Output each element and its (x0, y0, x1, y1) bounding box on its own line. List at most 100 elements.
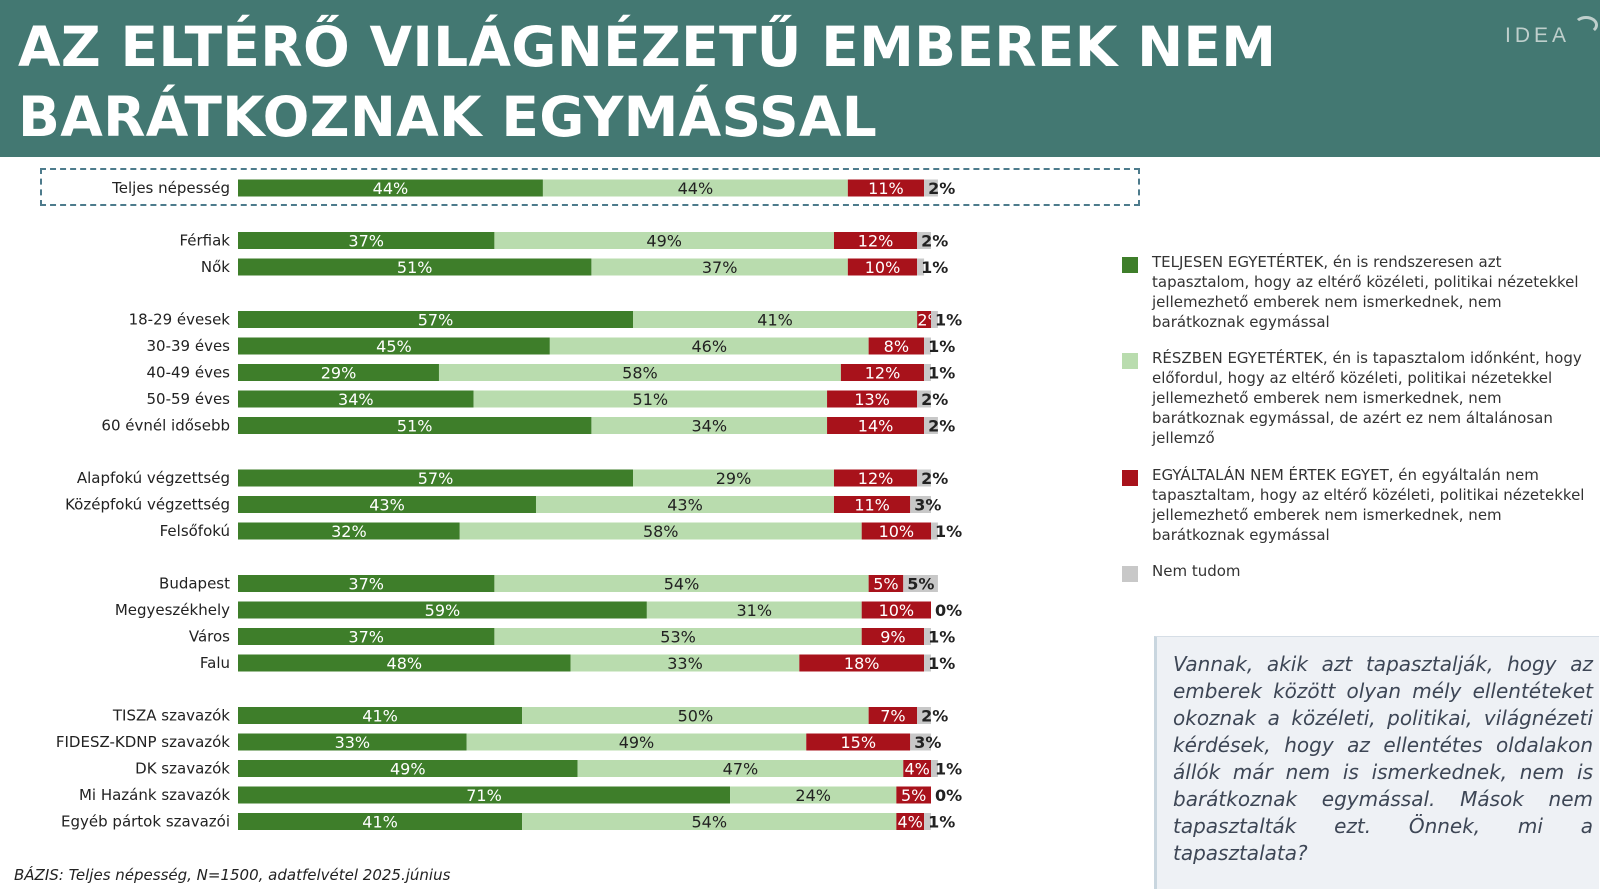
row-label-falu: Falu (200, 654, 230, 672)
value-label-budapest-fully-agree: 37% (348, 575, 384, 594)
value-label-tisza-szavazok-dont-know: 2% (921, 707, 948, 726)
value-label-30-39-eves-dont-know: 1% (928, 337, 955, 356)
page-title: AZ ELTÉRŐ VILÁGNÉZETŰ EMBEREK NEM BARÁTK… (18, 15, 1277, 149)
bar-dk-szavazok-fully-agree (238, 760, 578, 777)
value-label-varos-partly-agree: 53% (660, 628, 696, 647)
row-label-50-59-eves: 50-59 éves (146, 390, 230, 408)
value-label-40-49-eves-dont-know: 1% (928, 364, 955, 383)
bar-40-49-eves-fully-agree (238, 364, 439, 381)
bar-fidesz-kdnp-szavazok-disagree (806, 733, 911, 751)
legend-text-disagree: EGYÁLTALÁN NEM ÉRTEK EGYET, én egyáltalá… (1152, 465, 1592, 545)
value-label-egyeb-partok-szavazoi-dont-know: 1% (928, 813, 955, 832)
row-label-18-29-evesek: 18-29 évesek (129, 311, 231, 329)
bar-mi-hazank-szavazok-partly-agree (730, 786, 897, 804)
bar-kozepfoku-vegzettseg-partly-agree (535, 496, 834, 513)
row-label-alapfoku-vegzettseg: Alapfokú végzettség (77, 469, 230, 487)
legend-swatch-fully-agree (1122, 257, 1138, 273)
bar-falu-partly-agree (570, 654, 800, 672)
value-label-budapest-dont-know: 5% (907, 575, 934, 594)
value-label-varos-disagree: 9% (880, 628, 905, 647)
bar-18-29-evesek-disagree (917, 311, 931, 328)
bar-ferfiak-disagree (833, 232, 918, 249)
row-label-felsofoku: Felsőfokú (160, 522, 230, 540)
value-label-nok-disagree: 10% (865, 258, 901, 277)
row-label-varos: Város (189, 628, 230, 646)
value-label-40-49-eves-fully-agree: 29% (321, 364, 357, 383)
stacked-bar-chart: Teljes népesség 44% 44% 11% 2% Férfiak 37% 49% 1… (56, 179, 962, 832)
bar-megyeszekhely-disagree (861, 601, 931, 619)
value-label-60-evnel-idosebb-disagree: 14% (858, 417, 894, 436)
row-label-tisza-szavazok: TISZA szavazók (112, 707, 230, 725)
value-label-falu-partly-agree: 33% (667, 654, 703, 673)
value-label-teljes-nepesseg-partly-agree: 44% (678, 179, 714, 198)
bar-50-59-eves-partly-agree (473, 390, 828, 408)
bar-teljes-nepesseg-fully-agree (238, 179, 543, 197)
value-label-egyeb-partok-szavazoi-partly-agree: 54% (691, 813, 727, 832)
bar-budapest-dont-know (903, 575, 938, 592)
value-label-alapfoku-vegzettseg-dont-know: 2% (921, 469, 948, 488)
bar-50-59-eves-fully-agree (238, 390, 474, 408)
bar-teljes-nepesseg-partly-agree (542, 179, 848, 197)
legend-desc-partly-agree: én is tapasztalom időnként, hogy előford… (1152, 349, 1582, 447)
bar-nok-dont-know (917, 258, 925, 276)
value-label-egyeb-partok-szavazoi-fully-agree: 41% (362, 813, 398, 832)
bar-egyeb-partok-szavazoi-partly-agree (522, 813, 897, 830)
legend-text-dont-know: Nem tudom (1152, 561, 1592, 581)
bar-tisza-szavazok-disagree (868, 707, 918, 724)
value-label-nok-fully-agree: 51% (397, 258, 433, 277)
value-label-40-49-eves-partly-agree: 58% (622, 364, 658, 383)
bar-kozepfoku-vegzettseg-fully-agree (238, 496, 536, 513)
value-label-mi-hazank-szavazok-partly-agree: 24% (795, 786, 831, 805)
value-label-30-39-eves-fully-agree: 45% (376, 337, 412, 356)
bar-felsofoku-fully-agree (238, 522, 460, 540)
question-callout: Vannak, akik azt tapasztalják, hogy az e… (1154, 636, 1599, 889)
bar-budapest-disagree (868, 575, 904, 592)
value-label-60-evnel-idosebb-fully-agree: 51% (397, 417, 433, 436)
bar-30-39-eves-dont-know (924, 337, 931, 355)
bar-megyeszekhely-partly-agree (646, 601, 862, 619)
value-label-mi-hazank-szavazok-disagree: 5% (901, 786, 926, 805)
row-label-30-39-eves: 30-39 éves (146, 337, 230, 355)
value-label-ferfiak-disagree: 12% (858, 232, 894, 251)
bar-18-29-evesek-fully-agree (238, 311, 634, 328)
value-label-felsofoku-disagree: 10% (879, 522, 915, 541)
bar-budapest-fully-agree (238, 575, 495, 592)
value-label-alapfoku-vegzettseg-partly-agree: 29% (716, 469, 752, 488)
bar-mi-hazank-szavazok-fully-agree (238, 786, 731, 804)
value-label-felsofoku-dont-know: 1% (935, 522, 962, 541)
value-label-tisza-szavazok-fully-agree: 41% (362, 707, 398, 726)
legend-text-partly-agree: RÉSZBEN EGYETÉRTEK, én is tapasztalom id… (1152, 348, 1592, 448)
bar-falu-fully-agree (238, 654, 571, 672)
legend-swatch-disagree (1122, 470, 1138, 486)
value-label-megyeszekhely-dont-know: 0% (935, 601, 962, 620)
bar-megyeszekhely-fully-agree (238, 601, 647, 619)
bar-ferfiak-fully-agree (238, 232, 495, 249)
bar-varos-dont-know (924, 628, 931, 645)
value-label-50-59-eves-partly-agree: 51% (633, 390, 669, 409)
bar-40-49-eves-partly-agree (438, 364, 841, 381)
legend-strong-fully-agree: TELJESEN EGYETÉRTEK, (1152, 253, 1329, 271)
bar-varos-fully-agree (238, 628, 495, 645)
bar-tisza-szavazok-fully-agree (238, 707, 523, 724)
value-label-varos-fully-agree: 37% (348, 628, 384, 647)
bar-egyeb-partok-szavazoi-disagree (896, 813, 925, 830)
bar-falu-dont-know (924, 654, 931, 672)
bar-teljes-nepesseg-dont-know (924, 179, 938, 197)
value-label-18-29-evesek-dont-know: 1% (935, 311, 962, 330)
value-label-budapest-disagree: 5% (873, 575, 898, 594)
row-label-budapest: Budapest (159, 575, 230, 593)
idea-logo: IDEA (1505, 24, 1571, 47)
bar-fidesz-kdnp-szavazok-dont-know (910, 733, 931, 751)
value-label-budapest-partly-agree: 54% (664, 575, 700, 594)
bar-felsofoku-dont-know (931, 522, 938, 540)
value-label-teljes-nepesseg-disagree: 11% (868, 179, 904, 198)
value-label-40-49-eves-disagree: 12% (865, 364, 901, 383)
row-label-megyeszekhely: Megyeszékhely (115, 601, 230, 619)
bar-teljes-nepesseg-disagree (847, 179, 925, 197)
value-label-60-evnel-idosebb-partly-agree: 34% (691, 417, 727, 436)
bar-nok-disagree (847, 258, 918, 276)
legend-desc-disagree: én egyáltalán nem tapasztaltam, hogy az … (1152, 466, 1585, 544)
row-label-egyeb-partok-szavazoi: Egyéb pártok szavazói (61, 813, 230, 831)
row-label-teljes-nepesseg: Teljes népesség (111, 179, 230, 197)
legend-swatch-partly-agree (1122, 353, 1138, 369)
